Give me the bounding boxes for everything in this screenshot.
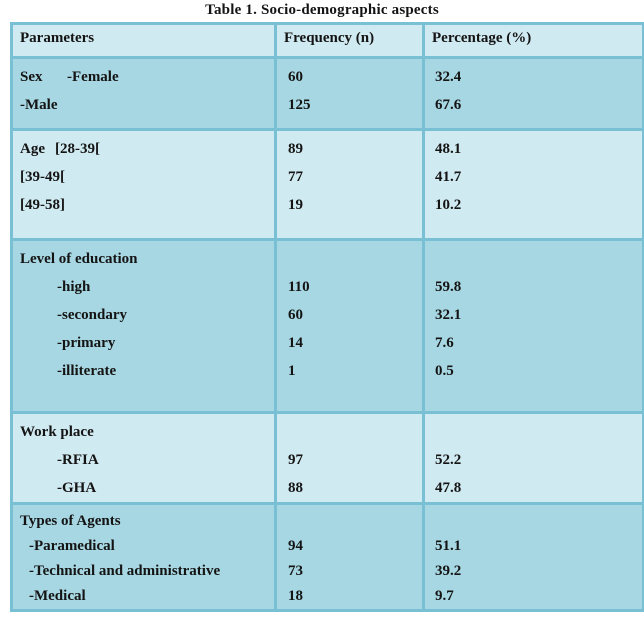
parameter-line: Level of education	[20, 245, 274, 273]
cell-frequency-age: 89 77 19	[274, 128, 425, 241]
table-row-work: Work place -RFIA -GHA 97 88 52.2 47.8	[10, 411, 644, 505]
percentage-value: 39.2	[435, 563, 462, 579]
cell-parameters-age: Age [28-39[ [39-49[ [49-58]	[10, 128, 277, 241]
parameter-group-label: Age	[20, 141, 45, 157]
cell-parameters-sex: Sex -Female -Male	[10, 56, 277, 131]
parameter-line: -GHA	[20, 474, 274, 502]
parameter-item-label: -Medical	[29, 588, 86, 604]
column-header-parameters: Parameters	[10, 22, 277, 59]
frequency-value: 18	[288, 588, 303, 604]
percentage-value: 47.8	[435, 480, 462, 496]
table-row-age: Age [28-39[ [39-49[ [49-58] 89 77 19 48.1 41.7 10…	[10, 128, 644, 241]
parameter-item-label: -high	[57, 279, 91, 295]
cell-percentage-work: 52.2 47.8	[422, 411, 644, 505]
cell-percentage-education: 59.8 32.1 7.6 0.5	[422, 238, 644, 414]
cell-percentage-agents: 51.1 39.2 9.7	[422, 502, 644, 612]
frequency-value: 1	[288, 363, 296, 379]
table-row-agents: Types of Agents -Paramedical -Technical an…	[10, 502, 644, 612]
parameter-item-label: -RFIA	[57, 452, 99, 468]
cell-frequency-education: 110 60 14 1	[274, 238, 425, 414]
parameter-line: -illiterate	[20, 357, 274, 385]
parameter-line: -secondary	[20, 301, 274, 329]
frequency-value: 88	[288, 480, 303, 496]
column-header-percentage: Percentage (%)	[422, 22, 644, 59]
frequency-value: 125	[288, 97, 311, 113]
parameter-line: -high	[20, 273, 274, 301]
frequency-value	[288, 509, 422, 534]
parameter-line: Types of Agents	[20, 509, 274, 534]
parameter-item-label: -illiterate	[57, 363, 117, 379]
socio-demographic-table: Parameters Frequency (n) Percentage (%) …	[10, 22, 644, 612]
percentage-value: 32.4	[435, 69, 462, 85]
table-row-education: Level of education -high -secondary -primar…	[10, 238, 644, 414]
percentage-value	[435, 509, 642, 534]
parameter-group-label: Level of education	[20, 251, 138, 267]
frequency-value	[288, 418, 422, 446]
cell-parameters-work: Work place -RFIA -GHA	[10, 411, 277, 505]
percentage-value: 51.1	[435, 538, 462, 554]
percentage-value: 41.7	[435, 169, 462, 185]
frequency-value: 110	[288, 279, 310, 295]
percentage-value: 48.1	[435, 141, 462, 157]
parameter-line: -RFIA	[20, 446, 274, 474]
parameter-item-label: -Technical and administrative	[29, 563, 221, 579]
frequency-value: 77	[288, 169, 303, 185]
parameter-line: Age [28-39[	[20, 135, 274, 163]
percentage-value: 32.1	[435, 307, 462, 323]
cell-frequency-work: 97 88	[274, 411, 425, 505]
table-row-sex: Sex -Female -Male 60 125 32.4 67.6	[10, 56, 644, 131]
parameter-line: Sex -Female	[20, 63, 274, 91]
table-title: Table 1. Socio-demographic aspects	[205, 2, 439, 18]
parameter-group-label: Types of Agents	[20, 513, 121, 529]
parameter-line: -Paramedical	[20, 534, 274, 559]
header-row: Parameters Frequency (n) Percentage (%)	[10, 22, 644, 59]
percentage-value: 67.6	[435, 97, 462, 113]
parameter-item-label: [39-49[	[20, 169, 65, 185]
parameter-line: [49-58]	[20, 191, 274, 219]
frequency-value: 60	[288, 307, 303, 323]
cell-percentage-age: 48.1 41.7 10.2	[422, 128, 644, 241]
parameter-item-label: [49-58]	[20, 197, 65, 213]
parameter-line: [39-49[	[20, 163, 274, 191]
parameter-line: -Technical and administrative	[20, 559, 274, 584]
parameter-line: -primary	[20, 329, 274, 357]
parameter-item-label: -secondary	[57, 307, 127, 323]
table-body: Sex -Female -Male 60 125 32.4 67.6 Age [28-39[ [3…	[10, 56, 644, 612]
percentage-value: 7.6	[435, 335, 454, 351]
cell-percentage-sex: 32.4 67.6	[422, 56, 644, 131]
percentage-value: 0.5	[435, 363, 454, 379]
parameter-group-label: Work place	[20, 424, 94, 440]
cell-frequency-sex: 60 125	[274, 56, 425, 131]
cell-parameters-agents: Types of Agents -Paramedical -Technical an…	[10, 502, 277, 612]
frequency-value: 60	[288, 69, 303, 85]
frequency-value: 97	[288, 452, 303, 468]
parameter-item-label: -primary	[57, 335, 116, 351]
frequency-value: 89	[288, 141, 303, 157]
frequency-value	[288, 245, 422, 273]
parameter-item-label: -Paramedical	[29, 538, 115, 554]
parameter-item-label: -Female	[67, 69, 119, 85]
frequency-value: 94	[288, 538, 303, 554]
percentage-value: 9.7	[435, 588, 454, 604]
frequency-value: 19	[288, 197, 303, 213]
percentage-value	[435, 418, 642, 446]
parameter-line: -Medical	[20, 584, 274, 609]
percentage-value	[435, 245, 642, 273]
percentage-value: 10.2	[435, 197, 462, 213]
column-header-frequency: Frequency (n)	[274, 22, 425, 59]
parameter-item-label: [28-39[	[55, 141, 100, 157]
cell-frequency-agents: 94 73 18	[274, 502, 425, 612]
parameter-item-label: -GHA	[57, 480, 97, 496]
parameter-line: -Male	[20, 91, 274, 119]
frequency-value: 73	[288, 563, 303, 579]
parameter-group-label: Sex	[20, 69, 43, 85]
parameter-item-label: -Male	[20, 97, 58, 113]
parameter-line: Work place	[20, 418, 274, 446]
page: Table 1. Socio-demographic aspects Param…	[10, 2, 644, 612]
frequency-value: 14	[288, 335, 303, 351]
cell-parameters-education: Level of education -high -secondary -primar…	[10, 238, 277, 414]
percentage-value: 52.2	[435, 452, 462, 468]
percentage-value: 59.8	[435, 279, 462, 295]
